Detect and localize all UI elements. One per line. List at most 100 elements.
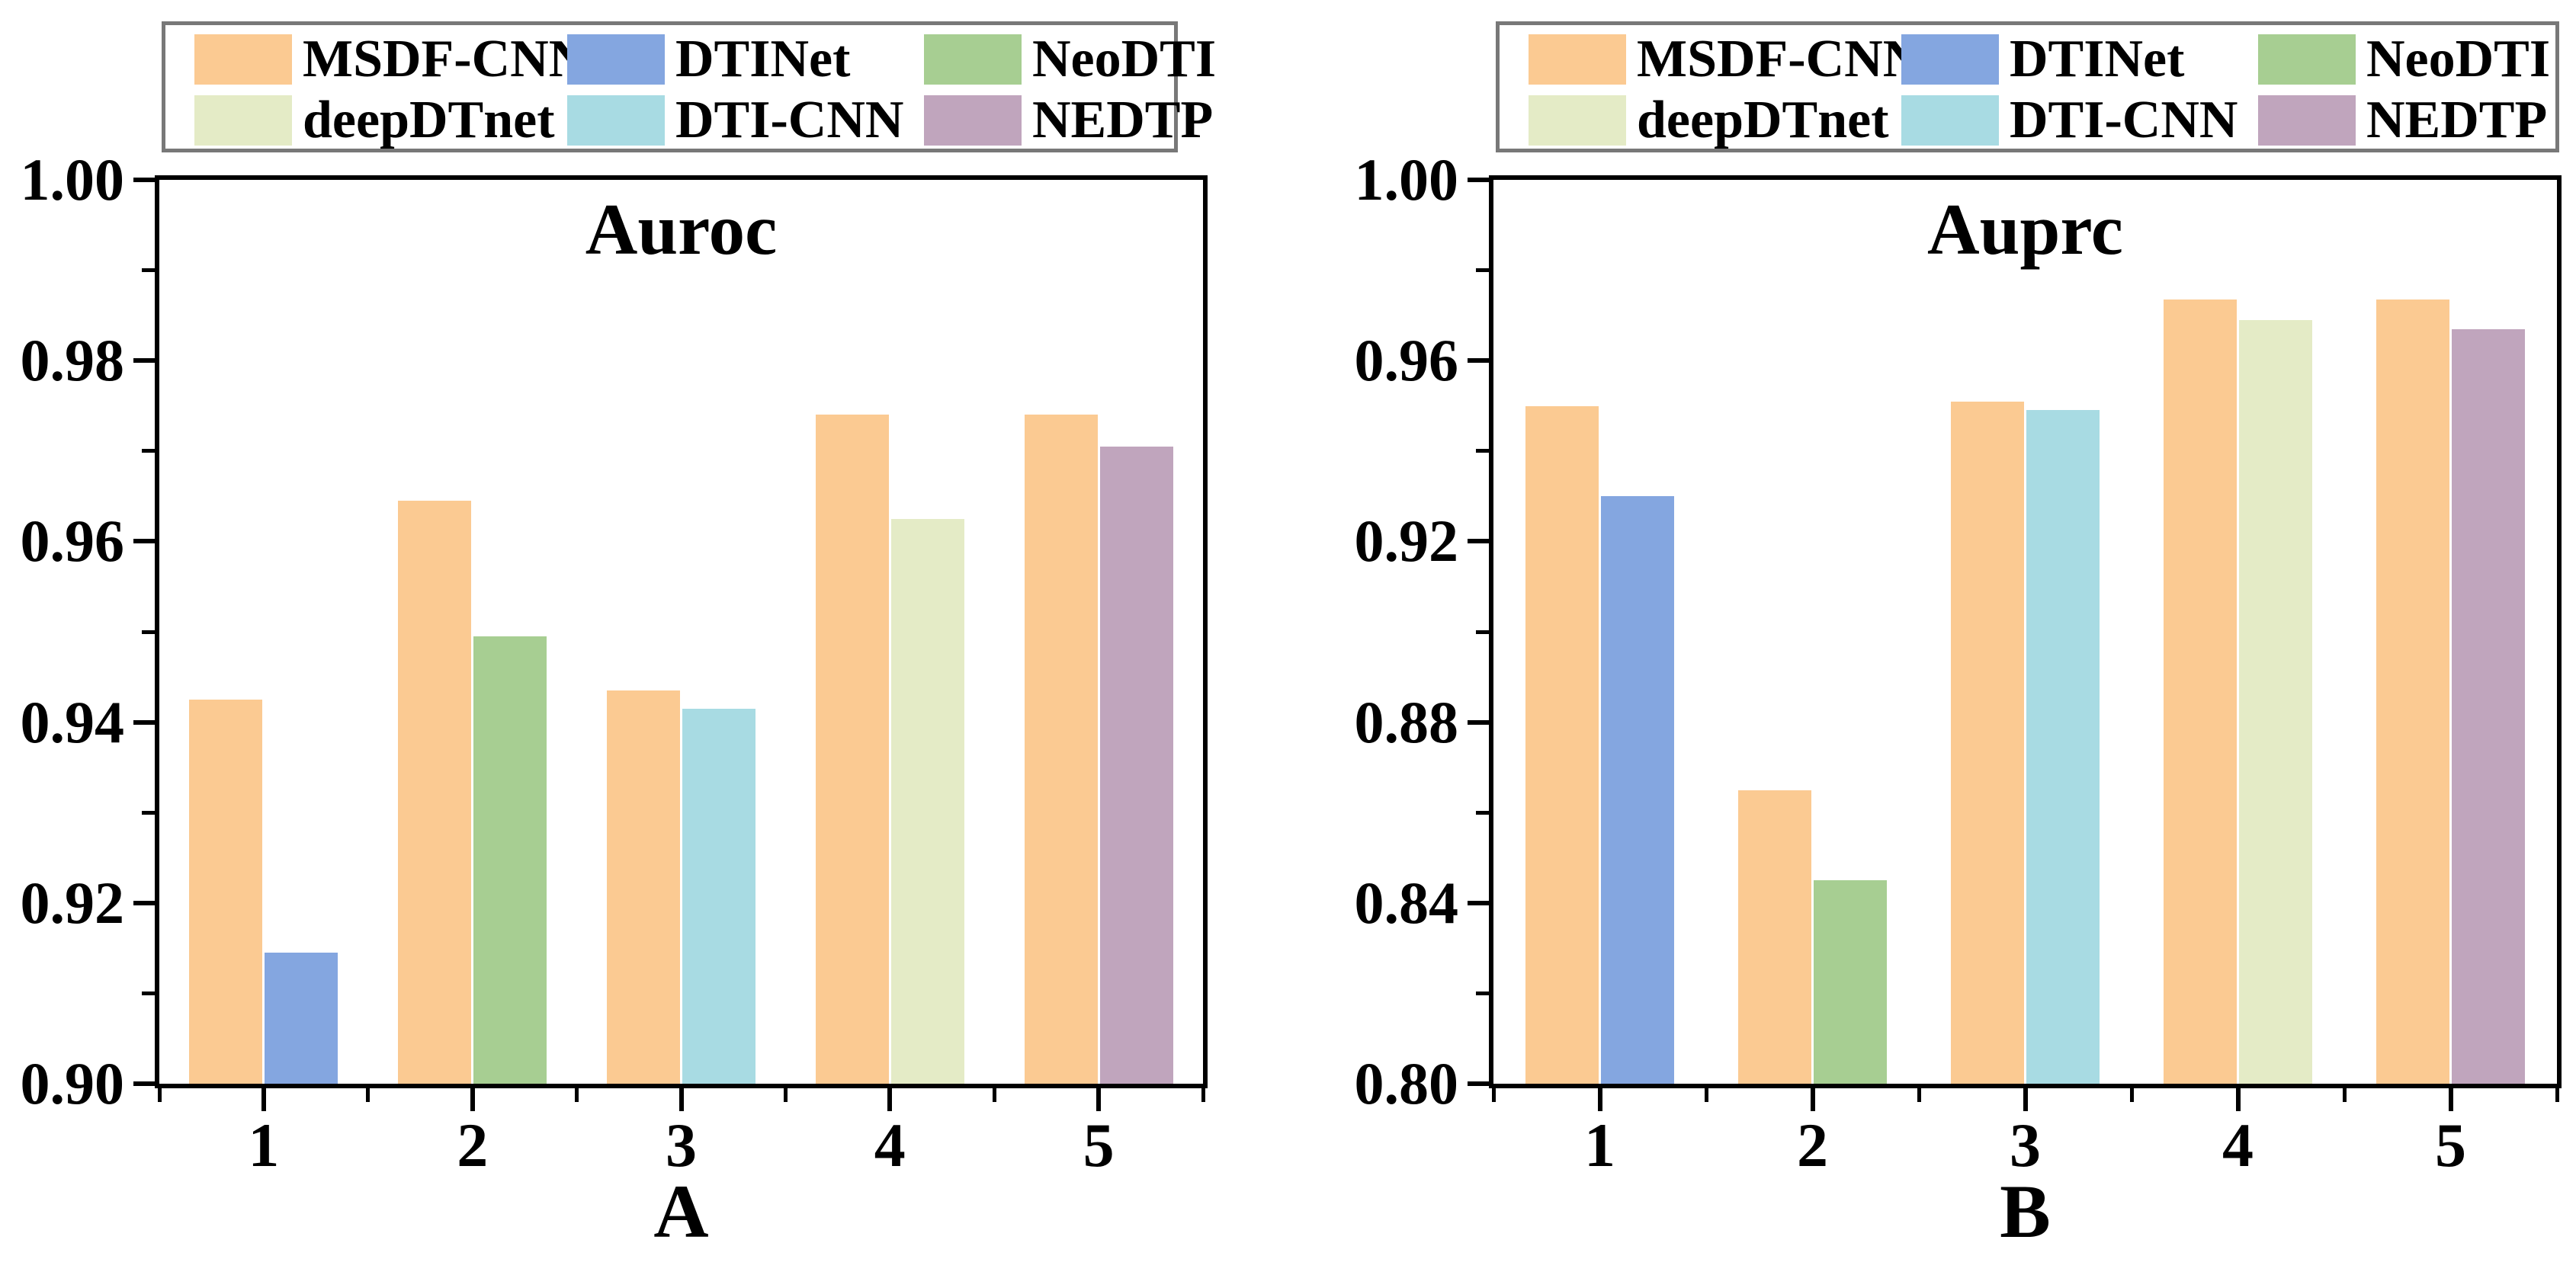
legend-entry-nedtp: NEDTP — [924, 91, 1214, 149]
x-axis-tick-label: 1 — [248, 1110, 280, 1180]
x-axis-tick-label: 5 — [2435, 1110, 2466, 1180]
x-axis-tick-label: 4 — [874, 1110, 906, 1180]
legend-auprc: MSDF-CNN DTINet NeoDTI deepDTnet DTI-CNN NEDT… — [1496, 21, 2559, 152]
legend-label: NeoDTI — [1032, 30, 1217, 88]
legend-swatch-dti-cnn — [1901, 95, 1999, 146]
panel-letter-b: B — [2000, 1169, 2051, 1254]
y-axis-minor-tick — [142, 810, 155, 815]
x-axis-minor-tick — [575, 1088, 579, 1102]
legend-auroc: MSDF-CNN DTINet NeoDTI deepDTnet DTI-CNN NEDT… — [162, 21, 1216, 152]
y-axis-tick — [1468, 358, 1489, 364]
x-axis-minor-tick — [1917, 1088, 1921, 1102]
y-axis-tick-label: 1.00 — [20, 146, 125, 213]
y-axis-minor-tick — [1476, 268, 1489, 273]
x-axis-minor-tick — [2129, 1088, 2134, 1102]
y-axis-minor-tick — [142, 629, 155, 634]
legend-label: DTI-CNN — [675, 91, 904, 149]
x-axis-minor-tick — [783, 1088, 788, 1102]
legend-entry-dti-cnn: DTI-CNN — [1901, 94, 2238, 147]
x-axis-tick-label: 5 — [1083, 1110, 1115, 1180]
legend-swatch-dtinet — [1901, 34, 1999, 85]
x-axis-tick-label: 3 — [2010, 1110, 2041, 1180]
bar-msdf-cnn-1 — [1525, 405, 1599, 1084]
bar-deepdtnet-4 — [890, 518, 964, 1084]
x-axis-tick-label: 3 — [666, 1110, 697, 1180]
y-axis-tick — [1468, 719, 1489, 725]
y-axis-tick — [1468, 1081, 1489, 1086]
legend-swatch-nedtp — [2258, 95, 2356, 146]
y-axis-tick — [133, 178, 155, 182]
legend-swatch-dtinet — [567, 34, 665, 85]
bar-msdf-cnn-5 — [1024, 415, 1098, 1084]
legend-swatch-dti-cnn — [567, 95, 665, 146]
x-axis-tick-label: 2 — [457, 1110, 489, 1180]
y-axis-minor-tick — [1476, 449, 1489, 453]
bar-dtinet-1 — [265, 953, 338, 1084]
y-axis-tick — [133, 1081, 155, 1086]
legend-label: DTINet — [2010, 30, 2185, 88]
y-axis-minor-tick — [1476, 629, 1489, 634]
x-axis-tick — [678, 1088, 684, 1111]
bar-msdf-cnn-4 — [2164, 300, 2237, 1084]
legend-entry-nedtp: NEDTP — [2258, 91, 2548, 149]
x-axis-tick — [2023, 1088, 2028, 1111]
legend-swatch-neodti — [924, 34, 1022, 85]
x-axis-minor-tick — [1704, 1088, 1708, 1102]
x-axis-tick — [2448, 1088, 2453, 1111]
bar-msdf-cnn-5 — [2376, 300, 2449, 1084]
legend-swatch-msdf-cnn — [194, 34, 292, 85]
bar-msdf-cnn-3 — [1951, 401, 2024, 1084]
x-axis-minor-tick — [2555, 1088, 2559, 1102]
x-axis-tick — [2235, 1088, 2241, 1111]
bar-nedtp-5 — [1099, 446, 1173, 1084]
bar-neodti-2 — [473, 636, 547, 1084]
bar-dti-cnn-3 — [2026, 410, 2100, 1084]
x-axis-tick — [470, 1088, 475, 1111]
y-axis-tick — [1468, 539, 1489, 544]
y-axis-tick — [133, 539, 155, 544]
y-axis-tick-label: 0.84 — [1354, 869, 1459, 936]
legend-label: deepDTnet — [303, 91, 555, 149]
legend-label: MSDF-CNN — [303, 30, 588, 88]
y-axis-tick-label: 0.96 — [1354, 327, 1459, 394]
x-axis-minor-tick — [992, 1088, 996, 1102]
legend-label: DTINet — [675, 30, 851, 88]
x-axis-minor-tick — [366, 1088, 371, 1102]
bar-msdf-cnn-1 — [189, 699, 263, 1084]
bar-nedtp-5 — [2452, 328, 2525, 1084]
legend-entry-deepdtnet: deepDTnet — [194, 91, 555, 149]
y-axis-tick-label: 1.00 — [1354, 146, 1459, 213]
bar-deepdtnet-4 — [2239, 319, 2312, 1084]
legend-entry-neodti: NeoDTI — [924, 30, 1217, 88]
legend-entry-msdf-cnn: MSDF-CNN — [1529, 30, 1922, 88]
legend-entry-dtinet: DTINet — [567, 30, 851, 88]
bar-msdf-cnn-2 — [1738, 790, 1811, 1084]
legend-swatch-deepdtnet — [1529, 95, 1626, 146]
legend-label: NEDTP — [1032, 91, 1214, 149]
x-axis-tick-label: 1 — [1584, 1110, 1615, 1180]
y-axis-tick-label: 0.98 — [20, 327, 125, 394]
legend-label: NEDTP — [2366, 91, 2548, 149]
y-axis-tick-label: 0.88 — [1354, 688, 1459, 755]
y-axis-tick-label: 0.94 — [20, 688, 125, 755]
legend-label: deepDTnet — [1637, 91, 1889, 149]
y-axis-minor-tick — [1476, 991, 1489, 995]
legend-swatch-msdf-cnn — [1529, 34, 1626, 85]
y-axis-tick-label: 0.80 — [1354, 1050, 1459, 1116]
y-axis-tick-label: 0.96 — [20, 508, 125, 575]
legend-entry-dtinet: DTINet — [1901, 30, 2185, 88]
chart-title-auroc: Auroc — [585, 189, 778, 270]
y-axis-tick-label: 0.92 — [1354, 508, 1459, 575]
legend-swatch-neodti — [2258, 34, 2356, 85]
chart-title-auprc: Auprc — [1927, 189, 2123, 270]
bar-dti-cnn-3 — [682, 708, 755, 1084]
x-axis-minor-tick — [2342, 1088, 2347, 1102]
legend-label: MSDF-CNN — [1637, 30, 1922, 88]
bar-dtinet-1 — [1601, 496, 1674, 1084]
x-axis-tick-label: 4 — [2222, 1110, 2254, 1180]
x-axis-tick — [1597, 1088, 1602, 1111]
y-axis-minor-tick — [142, 268, 155, 273]
y-axis-tick — [133, 900, 155, 905]
x-axis-tick — [261, 1088, 266, 1111]
